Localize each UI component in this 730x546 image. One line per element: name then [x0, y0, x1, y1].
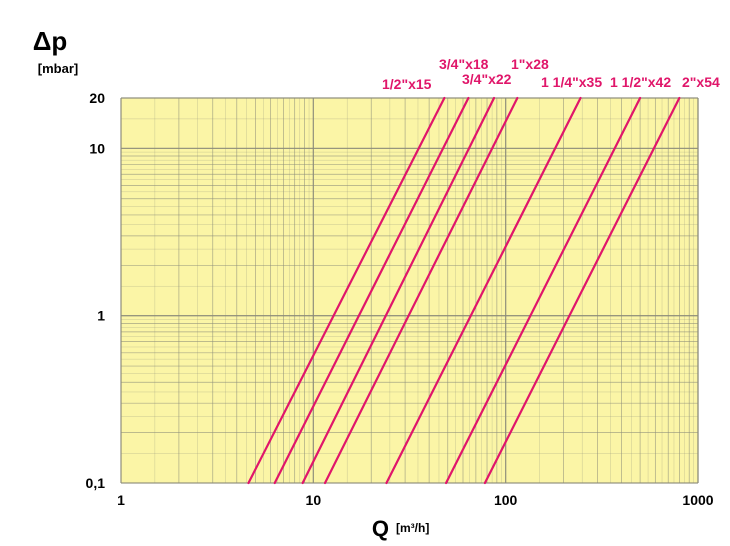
series-label: 2"x54 — [682, 74, 720, 90]
series-line — [483, 96, 681, 485]
series-line — [301, 96, 496, 485]
x-tick-label: 1000 — [682, 492, 713, 508]
series-line — [247, 96, 446, 485]
x-axis-symbol: Q — [372, 516, 389, 541]
y-tick-label: 0,1 — [86, 475, 106, 491]
plot-background — [121, 98, 698, 483]
x-tick-labels: 1 10 100 1000 — [117, 492, 714, 508]
series-label: 1 1/4"x35 — [541, 74, 602, 90]
series-line — [444, 96, 642, 485]
x-tick-label: 1 — [117, 492, 125, 508]
series-label: 1/2"x15 — [382, 76, 432, 92]
series-label: 3/4"x22 — [462, 71, 512, 87]
series-label: 1"x28 — [511, 56, 549, 72]
y-tick-label: 20 — [89, 90, 105, 106]
y-axis-symbol: Δp — [33, 26, 68, 56]
series-line — [273, 96, 470, 485]
x-tick-label: 10 — [306, 492, 322, 508]
y-axis-unit: [mbar] — [38, 61, 78, 76]
x-tick-label: 100 — [494, 492, 518, 508]
series-label: 3/4"x18 — [439, 56, 489, 72]
y-tick-label: 10 — [89, 140, 105, 156]
y-tick-labels: 0,1 1 10 20 — [86, 90, 106, 491]
x-axis-unit: [m³/h] — [396, 521, 429, 535]
series-line — [385, 96, 582, 485]
series-label: 1 1/2"x42 — [610, 74, 671, 90]
grid-minor — [121, 97, 698, 483]
series-line — [323, 96, 519, 485]
series-lines — [247, 96, 681, 485]
y-tick-label: 1 — [97, 308, 105, 324]
